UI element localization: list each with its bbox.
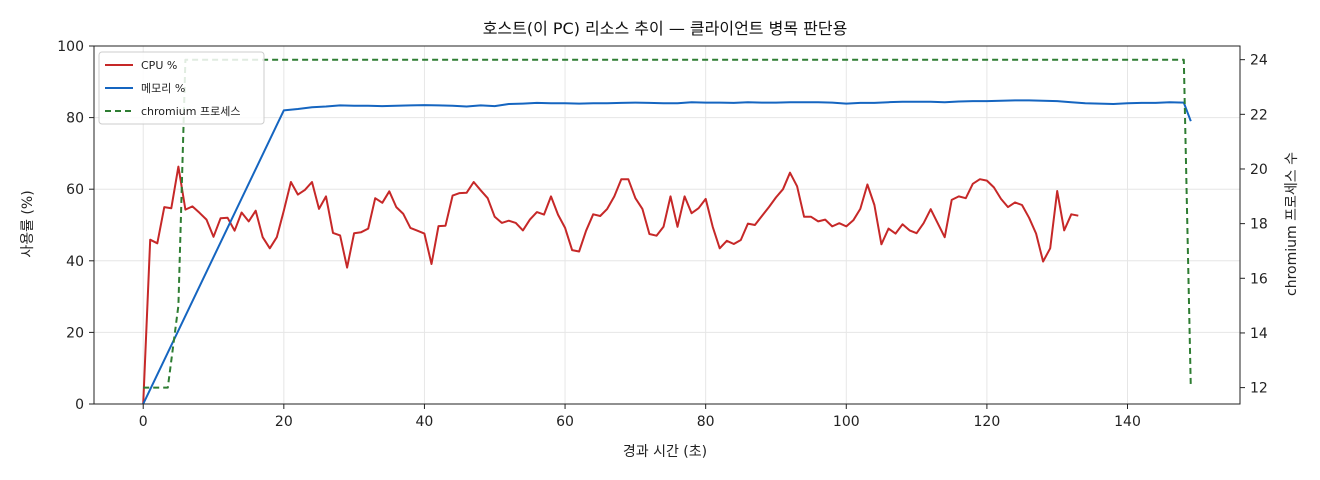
y-tick-label: 60	[66, 182, 84, 198]
y-axis-ticks: 0 20 40 60 80 100	[57, 39, 94, 413]
y2-tick-label: 24	[1250, 53, 1268, 69]
y2-tick-label: 14	[1250, 326, 1268, 342]
plot-frame	[93, 45, 1241, 405]
y2-axis-ticks: 12 14 16 18 20 22 24	[1240, 53, 1268, 397]
legend-label: chromium 프로세스	[141, 105, 240, 118]
y-tick-label: 40	[66, 254, 84, 270]
y-axis-title: 사용률 (%)	[20, 190, 36, 257]
x-tick-label: 120	[974, 414, 1001, 430]
x-tick-label: 60	[556, 414, 574, 430]
x-tick-label: 0	[139, 414, 148, 430]
series-lines	[142, 58, 1192, 405]
y-tick-label: 0	[75, 397, 84, 413]
chart-title: 호스트(이 PC) 리소스 추이 — 클라이언트 병목 판단용	[483, 19, 848, 38]
legend-box	[98, 51, 265, 125]
y2-tick-label: 18	[1250, 217, 1268, 233]
y2-tick-label: 20	[1250, 162, 1268, 178]
x-axis-title: 경과 시간 (초)	[623, 444, 707, 460]
legend-label: 메모리 %	[141, 82, 185, 95]
x-tick-label: 80	[697, 414, 715, 430]
y2-tick-label: 12	[1250, 381, 1268, 397]
y-tick-label: 20	[66, 325, 84, 341]
x-tick-label: 40	[416, 414, 434, 430]
series-line-cpu	[142, 165, 1079, 405]
x-tick-label: 100	[833, 414, 860, 430]
series-line-chromium	[143, 58, 1192, 389]
x-tick-label: 140	[1114, 414, 1141, 430]
legend-label: CPU %	[141, 59, 177, 72]
x-axis-ticks: 0 20 40 60 80 100 120 140	[139, 404, 1141, 430]
y2-axis-title: chromium 프로세스 수	[1284, 152, 1300, 296]
y2-tick-label: 16	[1250, 271, 1268, 287]
x-tick-label: 20	[275, 414, 293, 430]
y2-tick-label: 22	[1250, 107, 1268, 123]
legend: CPU % 메모리 % chromium 프로세스	[98, 51, 265, 125]
series-line-memory	[142, 99, 1192, 405]
y-tick-label: 100	[57, 39, 84, 55]
y-tick-label: 80	[66, 111, 84, 127]
